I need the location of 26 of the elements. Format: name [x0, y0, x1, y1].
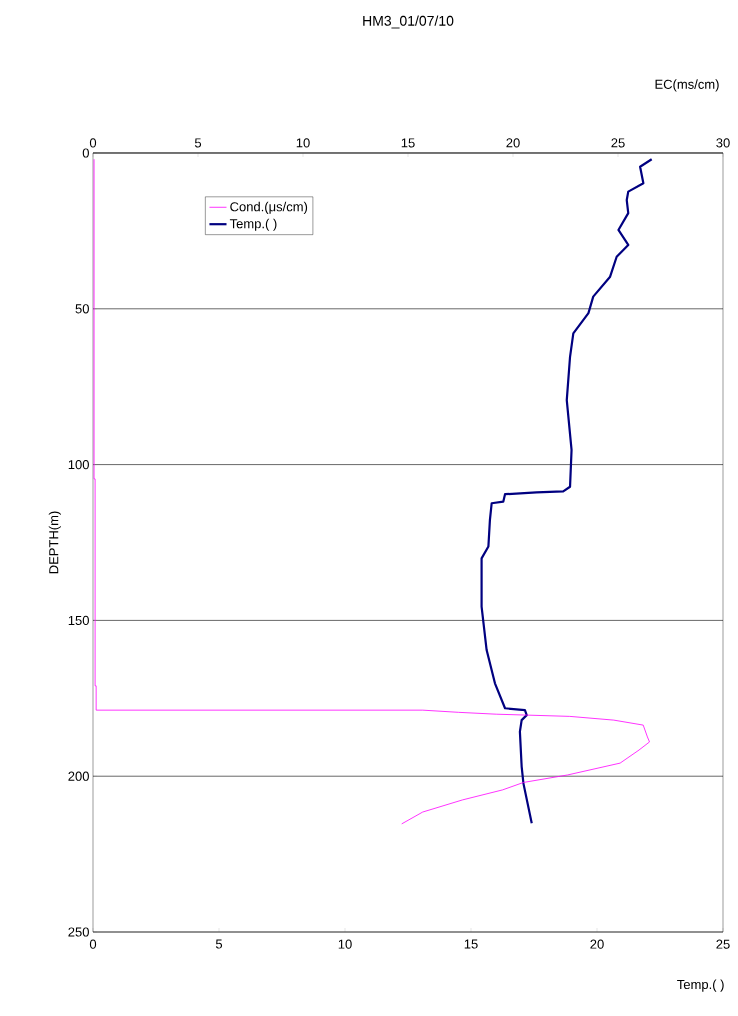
x-tick-label: 15 [464, 939, 478, 949]
x-tick-label: 0 [89, 939, 97, 949]
x2-tick-label: 10 [296, 138, 310, 148]
x2-tick-label: 25 [611, 138, 625, 148]
y-tick-label: 50 [75, 304, 89, 314]
x-axis-title: Temp.( ) [677, 979, 724, 992]
x-tick-label: 20 [590, 939, 604, 949]
x2-tick-label: 5 [194, 138, 202, 148]
line-series [480, 158, 653, 825]
x2-axis-title: EC(ms/cm) [655, 79, 719, 92]
y-axis-title: DEPTH(m) [48, 511, 61, 574]
legend-label: Temp.( ) [229, 218, 277, 231]
legend-label: Cond.(μs/cm) [230, 201, 308, 214]
x2-tick-label: 30 [716, 138, 730, 148]
y-tick-label: 200 [68, 771, 89, 781]
x2-tick-label: 0 [89, 138, 97, 148]
y-tick-label: 100 [68, 460, 89, 470]
x-tick-label: 10 [338, 939, 352, 949]
x2-tick-label: 15 [401, 138, 415, 148]
y-tick-label: 0 [82, 148, 89, 158]
chart-title: HM3_01/07/10 [363, 15, 454, 29]
y-tick-label: 250 [68, 927, 89, 937]
x-tick-label: 25 [716, 939, 730, 949]
x2-tick-label: 20 [506, 138, 520, 148]
x-tick-label: 5 [215, 939, 223, 949]
y-tick-label: 150 [68, 615, 89, 625]
